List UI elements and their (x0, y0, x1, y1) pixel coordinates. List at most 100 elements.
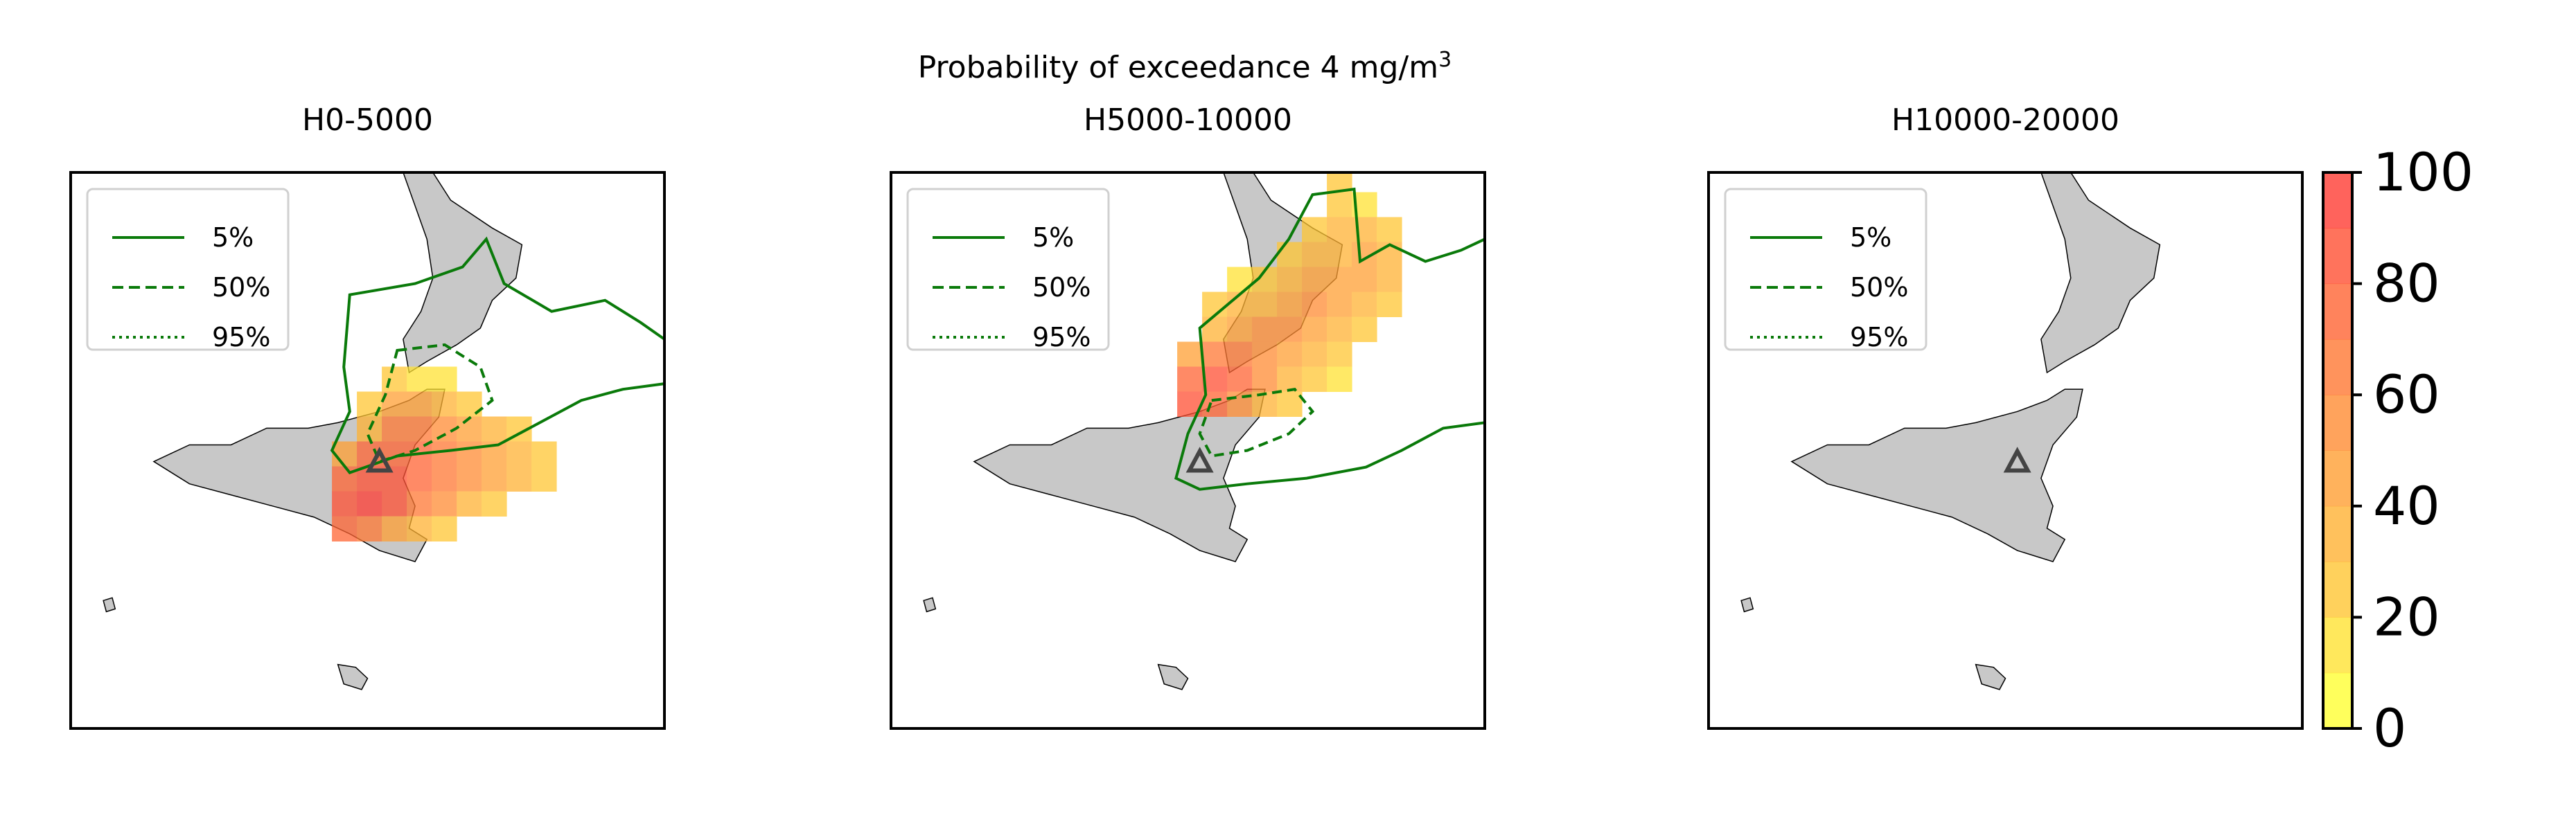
map-frame (890, 171, 1486, 730)
contour-50 (1198, 388, 1315, 458)
probability-cell (1177, 341, 1203, 368)
probability-cell (432, 391, 457, 418)
malta-land (1975, 663, 2006, 690)
probability-cell (1327, 366, 1352, 393)
legend-label: 95% (1850, 322, 1908, 352)
probability-cell (482, 466, 507, 492)
colorbar-segment (2323, 672, 2352, 729)
probability-cell (1277, 341, 1303, 368)
probability-cell (1352, 267, 1377, 293)
colorbar-tick-label: 100 (2373, 141, 2473, 203)
probability-grid (1177, 172, 1402, 418)
colorbar: 0 20 40 60 80 100 (2322, 141, 2473, 759)
probability-cell (1252, 366, 1278, 393)
probability-cell (1177, 366, 1203, 393)
probability-cell (1252, 292, 1278, 318)
figure-suptitle-superscript: 3 (1438, 48, 1452, 72)
colorbar-segment (2323, 617, 2352, 674)
panel-title: H0-5000 (302, 102, 433, 138)
probability-cell (457, 416, 482, 442)
colorbar-frame (2322, 171, 2354, 730)
figure-suptitle: Probability of exceedance 4 mg/m3 (918, 48, 1452, 85)
probability-cell (432, 491, 457, 517)
probability-cell (1277, 267, 1303, 293)
probability-cell (1227, 366, 1253, 393)
map-panel: H0-5000 5% 50% 95% (69, 102, 666, 730)
probability-cell (1302, 341, 1327, 368)
legend-label: 95% (212, 322, 270, 352)
malta-land (1157, 663, 1189, 690)
probability-cell (531, 466, 557, 492)
panel-title: H5000-10000 (1084, 102, 1292, 138)
calabria-land (2040, 172, 2161, 374)
probability-cell (407, 516, 432, 542)
probability-cell (332, 491, 358, 517)
probability-cell (457, 441, 482, 467)
colorbar-segment (2323, 395, 2352, 451)
colorbar-segment (2323, 283, 2352, 340)
volcano-marker (2003, 447, 2031, 473)
probability-cell (1252, 316, 1278, 343)
volcano-marker (365, 447, 394, 473)
probability-cell (1327, 341, 1352, 368)
legend-label: 50% (212, 272, 270, 303)
probability-cell (1252, 341, 1278, 368)
probability-cell (1302, 217, 1327, 243)
probability-cell (1327, 292, 1352, 318)
legend-box (86, 188, 290, 351)
probability-cell (1377, 217, 1402, 243)
colorbar-tick-label: 60 (2373, 364, 2440, 425)
probability-cell (1227, 316, 1253, 343)
probability-cell (1277, 292, 1303, 318)
contour-50 (366, 343, 494, 464)
probability-cell (1227, 341, 1253, 368)
small-island (1740, 597, 1754, 613)
small-island (103, 597, 116, 613)
probability-cell (1352, 316, 1377, 343)
legend-label: 50% (1850, 272, 1908, 303)
legend: 5% 50% 95% (906, 188, 1110, 352)
probability-cell (482, 491, 507, 517)
probability-cell (432, 366, 457, 393)
probability-cell (482, 416, 507, 442)
malta-land (337, 663, 369, 690)
probability-cell (382, 366, 407, 393)
probability-cell (1377, 267, 1402, 293)
contour-5 (1174, 187, 1485, 491)
legend: 5% 50% 95% (1724, 188, 1927, 352)
probability-cell (407, 466, 432, 492)
probability-cell (1327, 192, 1352, 218)
sicily-land (1790, 388, 2083, 563)
legend-box (1724, 188, 1927, 351)
volcano-marker (1185, 447, 1214, 473)
probability-cell (1277, 391, 1303, 418)
probability-cell (1302, 316, 1327, 343)
probability-cell (407, 416, 432, 442)
small-island (923, 597, 937, 613)
probability-cell (332, 516, 358, 542)
legend-label: 5% (212, 222, 254, 253)
colorbar-segment (2323, 562, 2352, 618)
probability-cell (382, 516, 407, 542)
probability-cell (1302, 267, 1327, 293)
probability-cell (1302, 366, 1327, 393)
probability-cell (407, 491, 432, 517)
probability-cell (531, 441, 557, 467)
probability-cell (432, 466, 457, 492)
map-panel: H10000-20000 5% 50% 95% (1707, 102, 2304, 730)
legend: 5% 50% 95% (86, 188, 290, 352)
probability-cell (457, 491, 482, 517)
colorbar-tick-label: 20 (2373, 586, 2440, 647)
probability-cell (1377, 292, 1402, 318)
colorbar-tick-label: 0 (2373, 697, 2406, 759)
colorbar-segment (2323, 450, 2352, 507)
probability-cell (382, 416, 407, 442)
probability-cell (357, 491, 382, 517)
probability-cell (1202, 341, 1228, 368)
probability-cell (432, 441, 457, 467)
map-panels: H0-50005%50%95%H5000-100005%50%95%H10000… (69, 102, 2304, 730)
probability-cell (1277, 316, 1303, 343)
legend-label: 5% (1850, 222, 1891, 253)
probability-cell (1327, 217, 1352, 243)
